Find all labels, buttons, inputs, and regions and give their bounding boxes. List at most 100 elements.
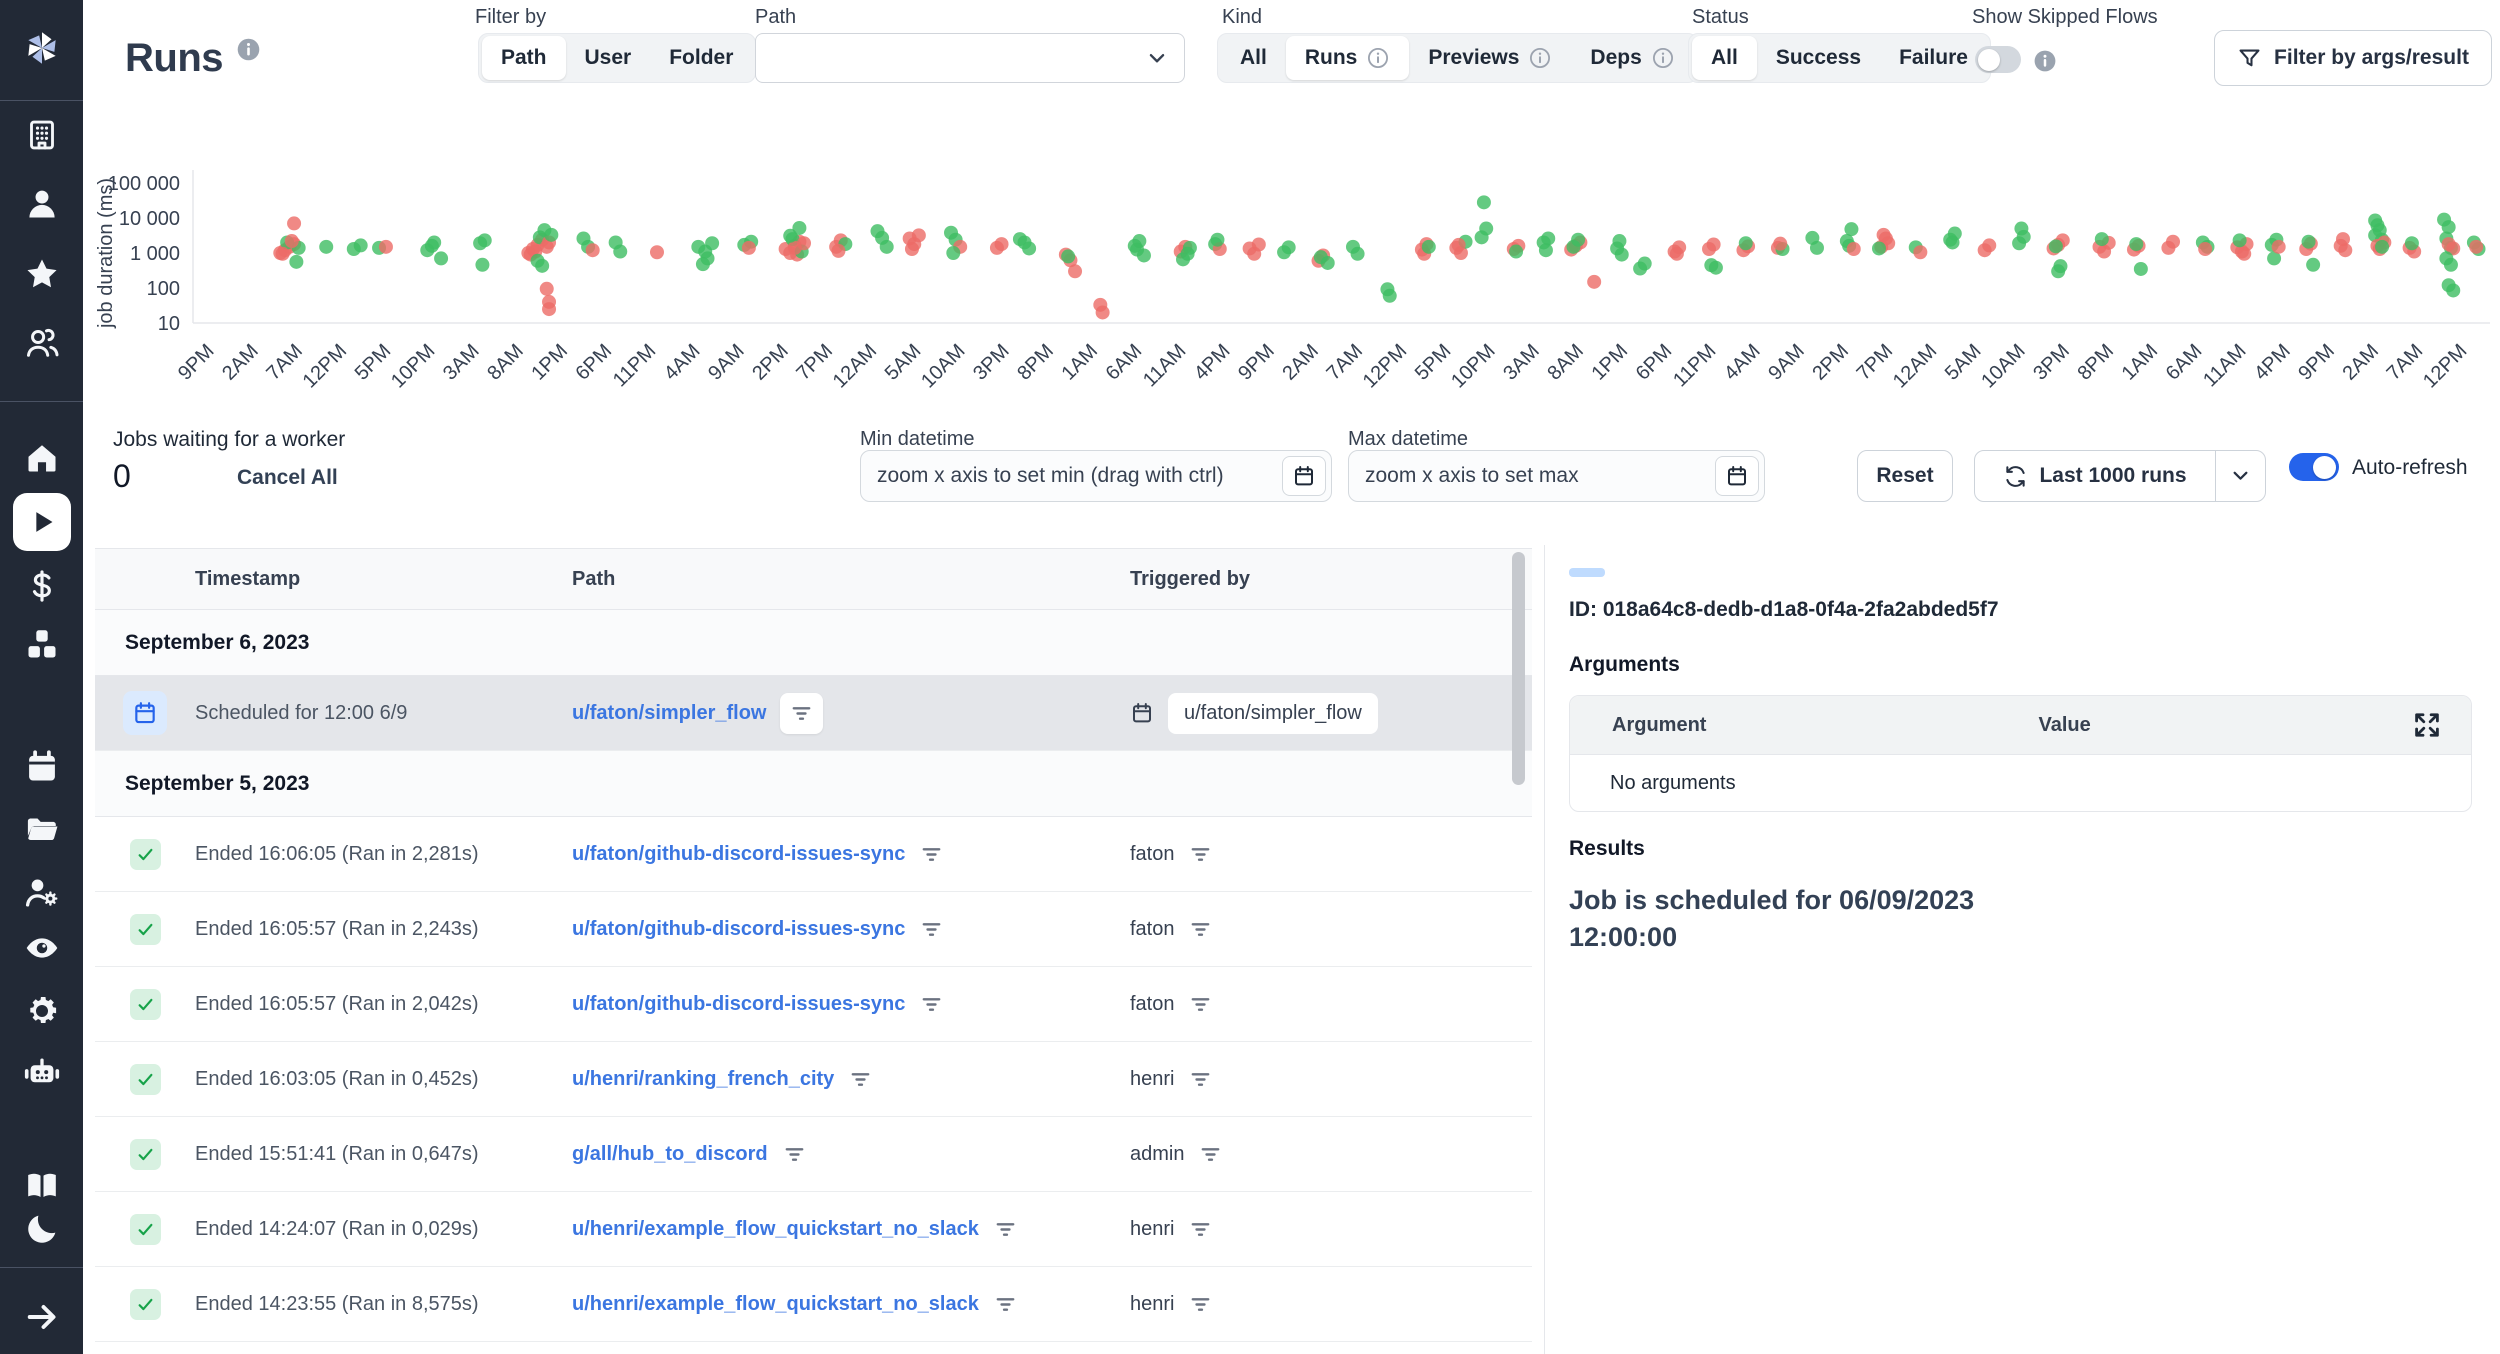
success-point[interactable] <box>2404 236 2419 251</box>
table-row[interactable]: Ended 16:05:57 (Ran in 2,243s) u/faton/gi… <box>95 892 1532 967</box>
success-point[interactable] <box>319 239 334 254</box>
success-point[interactable] <box>2051 264 2066 279</box>
windmill-logo-icon[interactable] <box>20 26 64 70</box>
success-point[interactable] <box>1708 260 1723 275</box>
sidebar-item-user-icon[interactable] <box>24 186 60 222</box>
success-point[interactable] <box>792 220 807 235</box>
table-row[interactable]: Ended 14:23:55 (Ran in 8,575s) u/henri/ex… <box>95 1267 1532 1342</box>
failure-point[interactable] <box>1251 237 1266 252</box>
failure-point[interactable] <box>1706 237 1721 252</box>
success-point[interactable] <box>1476 195 1491 210</box>
cancel-all-button[interactable]: Cancel All <box>237 466 338 489</box>
filter-by-user-icon[interactable] <box>1188 992 1213 1017</box>
filter-args-button[interactable]: Filter by args/result <box>2214 30 2492 86</box>
sidebar-item-book-icon[interactable] <box>24 1168 60 1204</box>
success-point[interactable] <box>705 236 720 251</box>
sidebar-item-star-icon[interactable] <box>24 256 60 292</box>
run-path-link[interactable]: g/all/hub_to_discord <box>572 1142 768 1165</box>
success-point[interactable] <box>2129 237 2144 252</box>
success-point[interactable] <box>353 238 368 253</box>
failure-point[interactable] <box>904 242 919 257</box>
success-point[interactable] <box>2232 233 2247 248</box>
sidebar-item-user-cog-icon[interactable] <box>24 874 60 910</box>
success-point[interactable] <box>2446 283 2461 298</box>
reset-button[interactable]: Reset <box>1857 450 1953 502</box>
success-point[interactable] <box>1180 246 1195 261</box>
success-point[interactable] <box>1022 241 1037 256</box>
success-point[interactable] <box>1474 230 1489 245</box>
success-point[interactable] <box>289 254 304 269</box>
status-option-failure[interactable]: Failure <box>1880 36 1987 80</box>
filter-by-path-icon[interactable] <box>993 1292 1018 1317</box>
failure-point[interactable] <box>585 243 600 258</box>
expand-icon[interactable] <box>2411 709 2443 741</box>
success-point[interactable] <box>424 238 439 253</box>
filter-by-user-icon[interactable] <box>1188 1217 1213 1242</box>
failure-point[interactable] <box>275 246 290 261</box>
success-point[interactable] <box>2014 221 2029 236</box>
table-row[interactable]: Ended 15:51:41 (Ran in 0,647s) g/all/hub_… <box>95 1117 1532 1192</box>
sidebar-item-folder-icon[interactable] <box>24 812 60 848</box>
success-point[interactable] <box>2094 232 2109 247</box>
failure-point[interactable] <box>741 240 756 255</box>
status-option-all[interactable]: All <box>1692 36 1757 80</box>
success-point[interactable] <box>434 251 449 266</box>
success-point[interactable] <box>1061 249 1076 264</box>
success-point[interactable] <box>783 228 798 243</box>
max-datetime-input[interactable] <box>1349 464 1715 488</box>
success-point[interactable] <box>1571 232 1586 247</box>
failure-point[interactable] <box>911 228 926 243</box>
success-point[interactable] <box>2441 220 2456 235</box>
run-path-link[interactable]: u/faton/simpler_flow <box>572 701 767 724</box>
filter-by-path-icon[interactable] <box>919 842 944 867</box>
failure-point[interactable] <box>1068 264 1083 279</box>
filter-by-path-icon[interactable] <box>848 1067 873 1092</box>
sidebar-item-eye-icon[interactable] <box>24 930 60 966</box>
filter-by-path-icon[interactable] <box>919 992 944 1017</box>
failure-point[interactable] <box>649 245 664 260</box>
failure-point[interactable] <box>2271 239 2286 254</box>
success-point[interactable] <box>1871 241 1886 256</box>
failure-point[interactable] <box>1773 236 1788 251</box>
failure-point[interactable] <box>831 243 846 258</box>
success-point[interactable] <box>2301 234 2316 249</box>
success-point[interactable] <box>1210 232 1225 247</box>
failure-point[interactable] <box>2166 234 2181 249</box>
show-skipped-toggle[interactable] <box>1975 46 2021 73</box>
success-point[interactable] <box>1612 234 1627 249</box>
failure-point[interactable] <box>378 239 393 254</box>
min-datetime-calendar-button[interactable] <box>1282 456 1326 496</box>
sidebar-item-boxes-icon[interactable] <box>24 626 60 662</box>
status-option-success[interactable]: Success <box>1757 36 1880 80</box>
success-point[interactable] <box>1614 247 1629 262</box>
run-path-link[interactable]: u/faton/github-discord-issues-sync <box>572 842 906 865</box>
failure-point[interactable] <box>1913 245 1928 260</box>
filter-by-option-folder[interactable]: Folder <box>650 36 752 80</box>
sidebar-item-gear-icon[interactable] <box>24 993 60 1029</box>
run-path-link[interactable]: u/faton/github-discord-issues-sync <box>572 917 906 940</box>
skipped-info-icon[interactable] <box>2032 48 2058 74</box>
success-point[interactable] <box>1844 222 1859 237</box>
trigger-schedule-badge[interactable]: u/faton/simpler_flow <box>1168 692 1378 734</box>
last-runs-button[interactable]: Last 1000 runs <box>1975 451 2215 501</box>
filter-by-path-icon[interactable] <box>782 1142 807 1167</box>
failure-point[interactable] <box>2237 246 2252 261</box>
kind-option-deps[interactable]: Deps <box>1571 36 1693 80</box>
sidebar-item-users-icon[interactable] <box>24 325 60 361</box>
sidebar-item-building-icon[interactable] <box>24 117 60 153</box>
runs-duration-scatter-chart[interactable]: job duration (ms) 10 100 1 000 10 000 100 000… <box>90 140 2500 475</box>
failure-point[interactable] <box>787 240 802 255</box>
success-point[interactable] <box>2267 251 2282 266</box>
run-path-link[interactable]: u/henri/example_flow_quickstart_no_slack <box>572 1292 979 1315</box>
filter-by-user-icon[interactable] <box>1198 1142 1223 1167</box>
failure-point[interactable] <box>2338 243 2353 258</box>
success-point[interactable] <box>1738 236 1753 251</box>
success-point[interactable] <box>1382 288 1397 303</box>
sidebar-item-robot-icon[interactable] <box>24 1055 60 1091</box>
success-point[interactable] <box>1541 231 1556 246</box>
run-path-link[interactable]: u/faton/github-discord-issues-sync <box>572 992 906 1015</box>
filter-by-path-icon[interactable] <box>993 1217 1018 1242</box>
auto-refresh-toggle[interactable] <box>2289 453 2339 481</box>
failure-point[interactable] <box>2469 239 2484 254</box>
success-point[interactable] <box>477 233 492 248</box>
